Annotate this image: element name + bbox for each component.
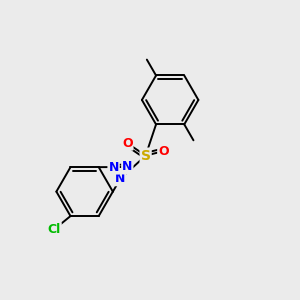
Text: N: N	[115, 172, 126, 185]
Text: O: O	[122, 136, 133, 150]
Text: O: O	[158, 145, 169, 158]
Text: N: N	[108, 160, 119, 174]
Text: Cl: Cl	[47, 223, 61, 236]
Text: N: N	[122, 160, 133, 173]
Text: S: S	[141, 148, 151, 163]
